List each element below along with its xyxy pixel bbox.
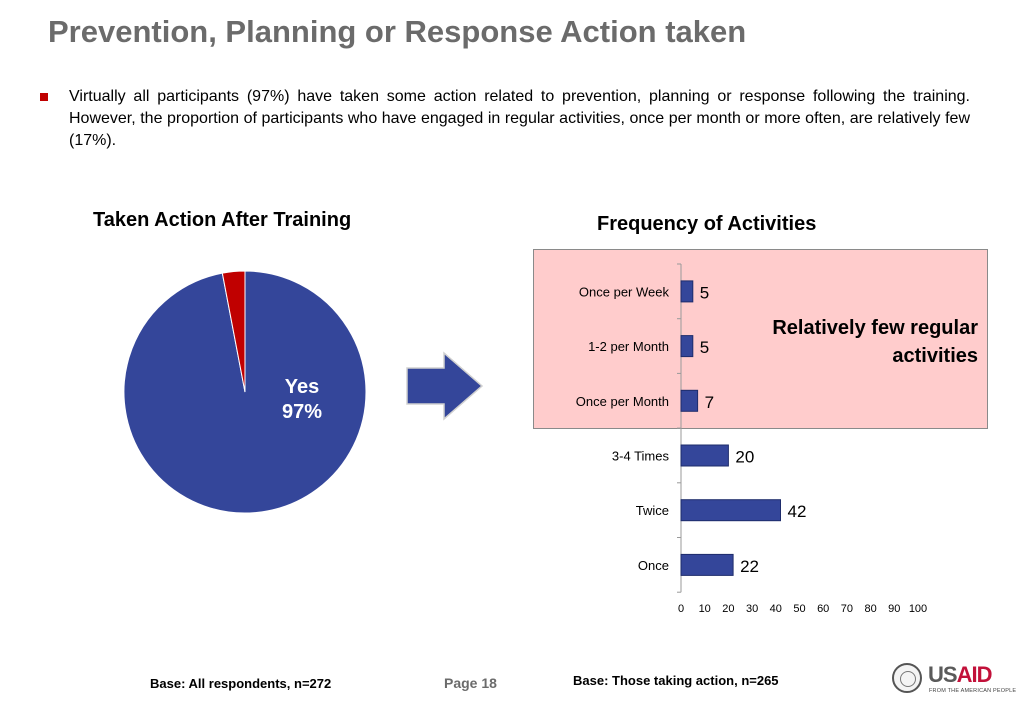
bar-value-label: 20 (735, 447, 754, 466)
bar-chart: Once per Week 5 1-2 per Month 5 Once per Mon… (576, 263, 927, 615)
category-label: 1-2 per Month (588, 339, 669, 354)
bar-value-label: 5 (700, 338, 709, 357)
x-tick-label: 10 (699, 603, 711, 615)
category-label: Once per Month (576, 394, 669, 409)
x-tick-label: 20 (722, 603, 734, 615)
bar (680, 553, 734, 576)
bar-chart-title: Frequency of Activities (597, 213, 817, 235)
category-label: Once per Week (579, 284, 670, 299)
right-arrow-icon (406, 351, 484, 421)
usaid-logo: USAID FROM THE AMERICAN PEOPLE (892, 660, 1016, 700)
bar (680, 389, 699, 412)
pie-label-yes: Yes (285, 376, 319, 398)
usaid-tagline: FROM THE AMERICAN PEOPLE (929, 688, 1017, 694)
bar-value-label: 5 (700, 283, 709, 302)
x-tick-label: 100 (909, 603, 927, 615)
base-note-left: Base: All respondents, n=272 (150, 676, 332, 691)
bar (680, 335, 694, 358)
x-tick-label: 80 (864, 603, 876, 615)
pie-chart: Yes 97% (123, 270, 367, 514)
x-tick-label: 40 (770, 603, 782, 615)
x-tick-label: 50 (793, 603, 805, 615)
bar (680, 499, 781, 522)
x-tick-label: 60 (817, 603, 829, 615)
x-tick-label: 30 (746, 603, 758, 615)
bar (680, 444, 729, 467)
summary-bullet: Virtually all participants (97%) have ta… (40, 86, 970, 152)
usaid-seal-icon (892, 663, 922, 693)
base-note-right: Base: Those taking action, n=265 (573, 673, 779, 688)
x-tick-label: 0 (678, 603, 684, 615)
callout-text: Relatively few regular activities (772, 317, 978, 367)
pie-value-yes: 97% (282, 401, 322, 423)
bar-value-label: 42 (788, 502, 807, 521)
bullet-square-icon (40, 93, 48, 101)
summary-text: Virtually all participants (97%) have ta… (69, 88, 970, 149)
x-tick-label: 90 (888, 603, 900, 615)
bar-value-label: 22 (740, 557, 759, 576)
regular-activities-highlight (533, 249, 988, 429)
x-tick-label: 70 (841, 603, 853, 615)
bar-value-label: 7 (705, 393, 714, 412)
category-label: Twice (636, 503, 669, 518)
page-number: Page 18 (444, 675, 497, 691)
usaid-wordmark: USAID (928, 662, 992, 687)
pie-chart-title: Taken Action After Training (93, 209, 352, 231)
bar (680, 280, 694, 303)
category-label: Once (638, 558, 669, 573)
page-title: Prevention, Planning or Response Action … (48, 14, 747, 49)
pie-slice-other (221, 270, 246, 393)
category-label: 3-4 Times (612, 448, 670, 463)
